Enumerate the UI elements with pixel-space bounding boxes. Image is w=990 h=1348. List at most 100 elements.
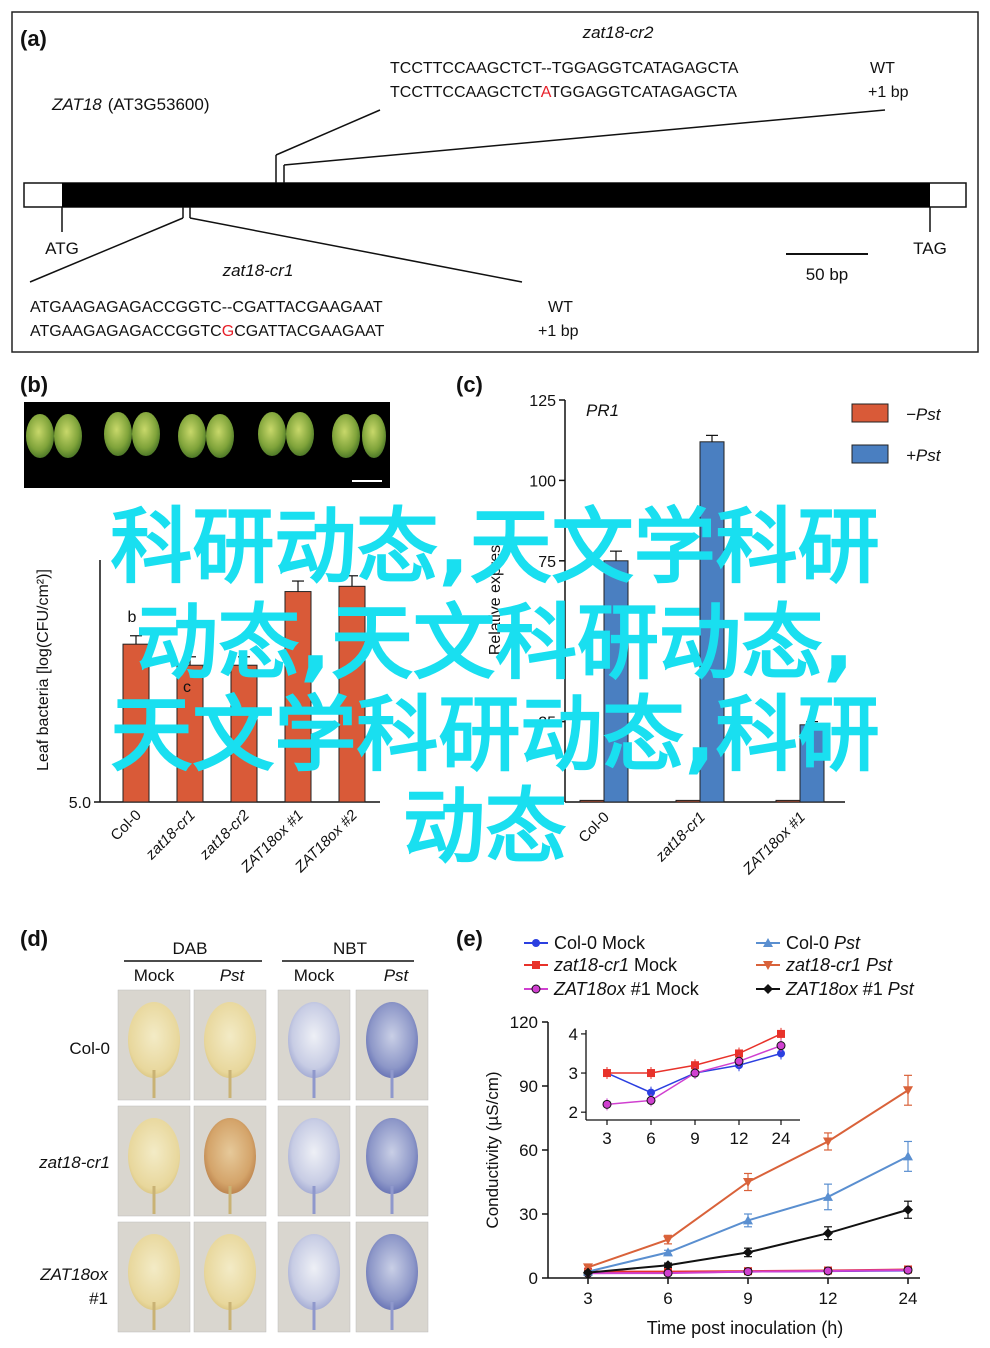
panel-d-label: (d) (20, 926, 48, 951)
e-legend-label: ZAT18ox #1 Pst (785, 979, 915, 999)
c-y-axis-title: Relative expres (487, 545, 504, 655)
c-bar (799, 724, 825, 803)
e-y-tick-label: 30 (519, 1205, 538, 1224)
allele-cr1-wt-label: WT (548, 299, 573, 316)
e-inset-data-point (646, 1095, 656, 1105)
leaf (206, 414, 234, 458)
c-x-tick-label: Col-0 (575, 809, 612, 846)
e-y-ticks: 0 30 60 90 120 (510, 1013, 548, 1288)
d-column-label: Pst (220, 966, 246, 985)
e-data-point (743, 1178, 753, 1187)
e-x-tick-label: 24 (899, 1289, 918, 1308)
d-leaf (204, 1234, 256, 1310)
d-leaf (128, 1118, 180, 1194)
c-y-ticks: 125 100 75 25 (529, 393, 565, 732)
c-legend-swatch (851, 444, 889, 464)
allele-cr2-mut-label: +1 bp (868, 84, 909, 101)
d-row-label: Col-0 (69, 1039, 110, 1058)
allele-cr1-name: zat18-cr1 (222, 261, 294, 280)
b-bar (230, 664, 258, 803)
panel-c: (c) 125 100 75 25 Relative expres PR1 Col-0… (456, 372, 942, 879)
d-leaf (366, 1234, 418, 1310)
e-inset-data-point (647, 1088, 655, 1097)
c-x-labels: Col-0 zat18-cr1 ZAT18ox #1 (575, 809, 808, 879)
e-legend-marker (763, 984, 773, 994)
e-legend-marker (763, 961, 773, 970)
b-y-tick-label: 5.0 (69, 795, 91, 812)
e-legend-marker (531, 984, 541, 994)
allele-cr1-mut-seq: ATGAAGAGAGACCGGTCGCGATTACGAAGAAT (30, 323, 385, 340)
c-legend-swatch (851, 403, 889, 423)
c-y-tick-label: 125 (529, 393, 556, 410)
b-x-tick-label: Col-0 (107, 807, 144, 844)
c-bar (579, 799, 605, 803)
e-inset-data-point (602, 1099, 612, 1109)
e-data-point (583, 1267, 593, 1278)
zoom-line (29, 217, 184, 283)
panel-e-label: (e) (456, 926, 483, 951)
c-bars (579, 434, 825, 803)
e-inset-data-point (603, 1069, 611, 1078)
allele-cr1-insertion: G (222, 323, 234, 340)
panel-c-label: (c) (456, 372, 483, 397)
panel-b-label: (b) (20, 372, 48, 397)
c-legend: −Pst +Pst (851, 403, 942, 465)
e-x-tick-label: 12 (819, 1289, 838, 1308)
d-leaf (366, 1002, 418, 1078)
c-y-tick-label: 100 (529, 473, 556, 490)
c-bar (603, 560, 629, 803)
b-bar (284, 591, 312, 803)
c-x-tick-label: zat18-cr1 (652, 809, 709, 866)
allele-cr1-mut-label: +1 bp (538, 323, 579, 340)
e-inset: 2 3 4 3 6 9 12 24 (562, 1024, 806, 1148)
b-bar (122, 643, 150, 803)
leaf (26, 414, 54, 458)
e-inset-x-tick-label: 3 (602, 1129, 611, 1148)
b-x-tick-label: zat18-cr2 (196, 806, 253, 863)
c-y-tick-label: 75 (538, 554, 556, 571)
e-data-point (663, 1268, 673, 1278)
d-column-label: Mock (294, 966, 335, 985)
b-significance-letter: c (183, 679, 191, 696)
e-y-tick-label: 60 (519, 1141, 538, 1160)
e-x-tick-label: 6 (663, 1289, 672, 1308)
allele-cr1-wt-seq: ATGAAGAGAGACCGGTC--CGATTACGAAGAAT (30, 299, 383, 316)
d-leaf (204, 1118, 256, 1194)
leaf-photo (24, 402, 390, 488)
e-series (583, 1074, 913, 1278)
c-x-tick-label: ZAT18ox #1 (739, 809, 809, 879)
e-data-point (663, 1260, 673, 1271)
d-leaf-grid (117, 989, 429, 1333)
c-bar (675, 799, 701, 803)
gene-label: ZAT18 (AT3G53600) (51, 95, 210, 114)
e-data-point (823, 1228, 833, 1239)
d-leaf (204, 1002, 256, 1078)
e-y-tick-label: 0 (529, 1269, 538, 1288)
e-y-tick-label: 90 (519, 1077, 538, 1096)
e-x-tick-label: 3 (583, 1289, 592, 1308)
leaf (178, 414, 206, 458)
e-x-tick-label: 9 (743, 1289, 752, 1308)
panel-a: (a) zat18-cr2 TCCTTCCAAGCTCT--TGGAGGTCAT… (11, 11, 979, 353)
b-x-tick-label: zat18-cr1 (142, 807, 199, 864)
e-inset-x-tick-label: 6 (646, 1129, 655, 1148)
e-inset-x-tick-label: 24 (772, 1129, 791, 1148)
b-significance-letter: b (128, 609, 137, 626)
e-legend-label: Col-0 Pst (786, 933, 861, 953)
leaf-photo-leaves (26, 412, 386, 482)
e-data-point (663, 1235, 673, 1245)
panel-a-label: (a) (20, 26, 47, 51)
panel-d: (d) DAB NBT Mock Pst Mock Pst Col-0 zat1… (20, 926, 429, 1333)
allele-cr2-mut-seq: TCCTTCCAAGCTCTATGGAGGTCATAGAGCTA (390, 84, 737, 101)
e-inset-y-tick-label: 4 (569, 1025, 578, 1044)
d-row-label: zat18-cr1 (38, 1153, 110, 1172)
e-data-point (743, 1247, 753, 1258)
e-inset-data-point (735, 1049, 743, 1058)
stop-codon-label: TAG (913, 239, 947, 258)
allele-cr2-name: zat18-cr2 (582, 23, 654, 42)
e-y-tick-label: 120 (510, 1013, 538, 1032)
d-group-label: DAB (173, 939, 208, 958)
zoom-line (189, 217, 523, 283)
e-inset-data-point (777, 1029, 785, 1038)
